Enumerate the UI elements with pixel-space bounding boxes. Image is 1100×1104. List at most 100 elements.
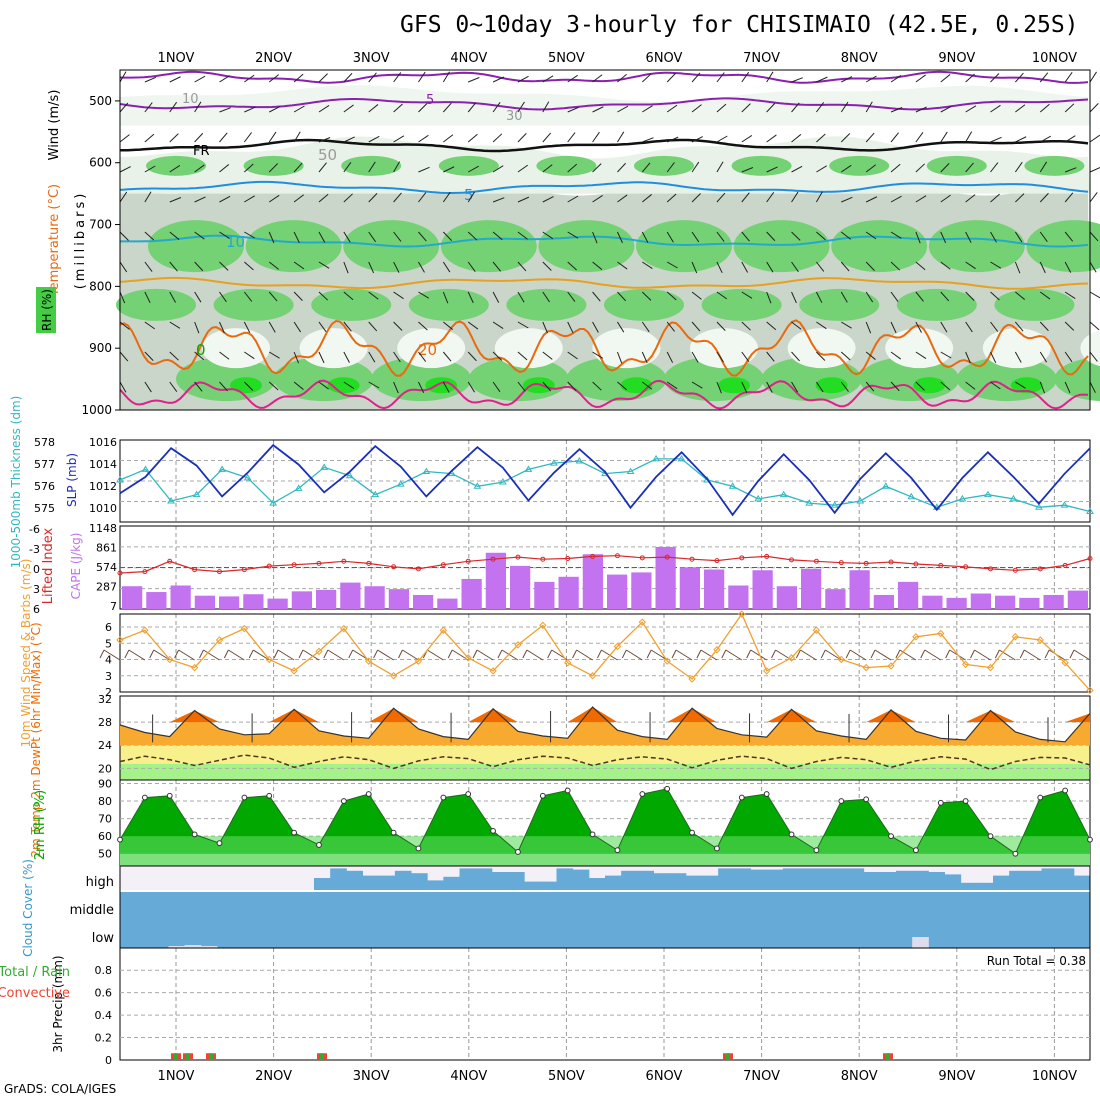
- wind-barb: [542, 132, 552, 143]
- wind-barb: [617, 105, 629, 113]
- wind-barb: [865, 321, 872, 334]
- wind-barb: [592, 351, 604, 359]
- wind-barb: [815, 381, 824, 393]
- rh-blob-80: [636, 220, 732, 273]
- rh-point: [639, 791, 646, 797]
- wind-barb: [691, 321, 701, 332]
- cape-bar: [219, 596, 240, 609]
- wind-barb: [243, 132, 252, 143]
- day-label-top: 6NOV: [646, 51, 683, 66]
- wind-barb: [990, 136, 1002, 143]
- cloud-high-bar: [718, 868, 735, 890]
- cloud-tick-label: middle: [70, 903, 114, 918]
- temp-area-hot: [120, 707, 1090, 723]
- cloud-high-bar: [475, 868, 493, 890]
- surface-wind-barb: [203, 649, 220, 661]
- wind-barb: [965, 194, 976, 203]
- surface-wind-barb: [572, 649, 578, 659]
- wind-barb: [393, 261, 400, 273]
- wind-barb: [442, 381, 450, 393]
- thickness-tick-label: 575: [34, 502, 55, 515]
- wind-speed-point: [1086, 686, 1094, 695]
- rh-blob-80: [148, 220, 244, 273]
- wind-barb: [418, 261, 425, 273]
- wind-barb: [990, 321, 999, 332]
- rh-blob-80: [341, 155, 402, 176]
- surface-wind-barb: [377, 649, 394, 661]
- wind-barb: [194, 381, 203, 392]
- thickness-point: [345, 471, 354, 479]
- wind-barb: [119, 166, 131, 173]
- surface-wind-barb: [174, 649, 180, 659]
- wind-barb: [716, 321, 726, 331]
- wind-barb: [940, 261, 951, 270]
- contour-label: 30: [506, 109, 523, 124]
- upper-air-tick-label: 800: [89, 279, 112, 293]
- thickness-point: [881, 482, 890, 489]
- rh-variable-label: RH (%): [40, 289, 54, 331]
- wind-barb: [666, 193, 677, 203]
- wind-barb: [219, 261, 229, 271]
- wind-barb: [567, 132, 576, 143]
- wind-barb: [169, 197, 182, 203]
- surface-wind-barb: [1069, 649, 1075, 659]
- wind-barb: [169, 133, 179, 143]
- wind-barb: [293, 162, 303, 173]
- wind-barb: [343, 104, 354, 113]
- wind-barb: [467, 165, 479, 173]
- wind-barb: [940, 131, 948, 143]
- cape-bar: [461, 578, 482, 609]
- rh-point: [1037, 794, 1044, 801]
- wind-barb: [666, 104, 678, 113]
- wind-barb: [418, 291, 430, 299]
- wind-barb: [716, 261, 723, 274]
- wind-barb: [741, 167, 754, 173]
- wind-speed-point: [812, 626, 821, 634]
- upper-air-tick-label: 1000: [81, 403, 112, 417]
- cape-tick-label: 7: [110, 600, 117, 613]
- temp-tick-label: 32: [98, 693, 112, 706]
- wind-barb: [666, 261, 678, 269]
- rh-point: [664, 785, 671, 792]
- wind-barb: [816, 133, 826, 143]
- surface-wind-barb: [999, 649, 1016, 661]
- wind-speed-point: [514, 641, 522, 649]
- wind-barb: [268, 131, 277, 143]
- wind-barb: [169, 381, 178, 393]
- wind-barb: [641, 194, 652, 203]
- wind-barb: [244, 106, 256, 113]
- wind-barb: [691, 193, 701, 203]
- wind-barb: [343, 261, 349, 274]
- rh-point: [937, 799, 944, 806]
- lifted-index-point: [1062, 562, 1068, 568]
- wind-barb: [393, 291, 404, 300]
- surface-wind-barb: [501, 649, 519, 661]
- rh-blob-80: [926, 155, 987, 176]
- wind-barb: [1015, 321, 1024, 332]
- cape-bar: [510, 565, 531, 609]
- wind-barb: [517, 231, 528, 240]
- wind-barb: [467, 102, 477, 113]
- rh-point: [539, 792, 546, 799]
- surface-wind-barb: [1073, 649, 1091, 661]
- wind-barb: [293, 105, 305, 113]
- wind-barb: [144, 133, 155, 143]
- wind-barb: [841, 196, 853, 203]
- wind-barb: [467, 291, 474, 304]
- cloud-high-bar: [524, 881, 541, 890]
- surface-wind-barb: [497, 649, 503, 659]
- surface-wind-barb: [1044, 649, 1050, 659]
- isotherm-line: [119, 180, 1089, 194]
- rh-point: [813, 847, 820, 854]
- contour-label: 5: [464, 186, 474, 204]
- lifted-index-point: [813, 558, 819, 564]
- wind-barb: [393, 321, 403, 331]
- cloud-high-bar: [782, 868, 800, 890]
- surface-wind-barb: [845, 649, 851, 659]
- wind-barb: [418, 103, 428, 113]
- wind-barb: [194, 291, 202, 303]
- wind-barb: [418, 381, 425, 394]
- rh-point: [316, 842, 322, 848]
- cape-bar: [1019, 597, 1040, 609]
